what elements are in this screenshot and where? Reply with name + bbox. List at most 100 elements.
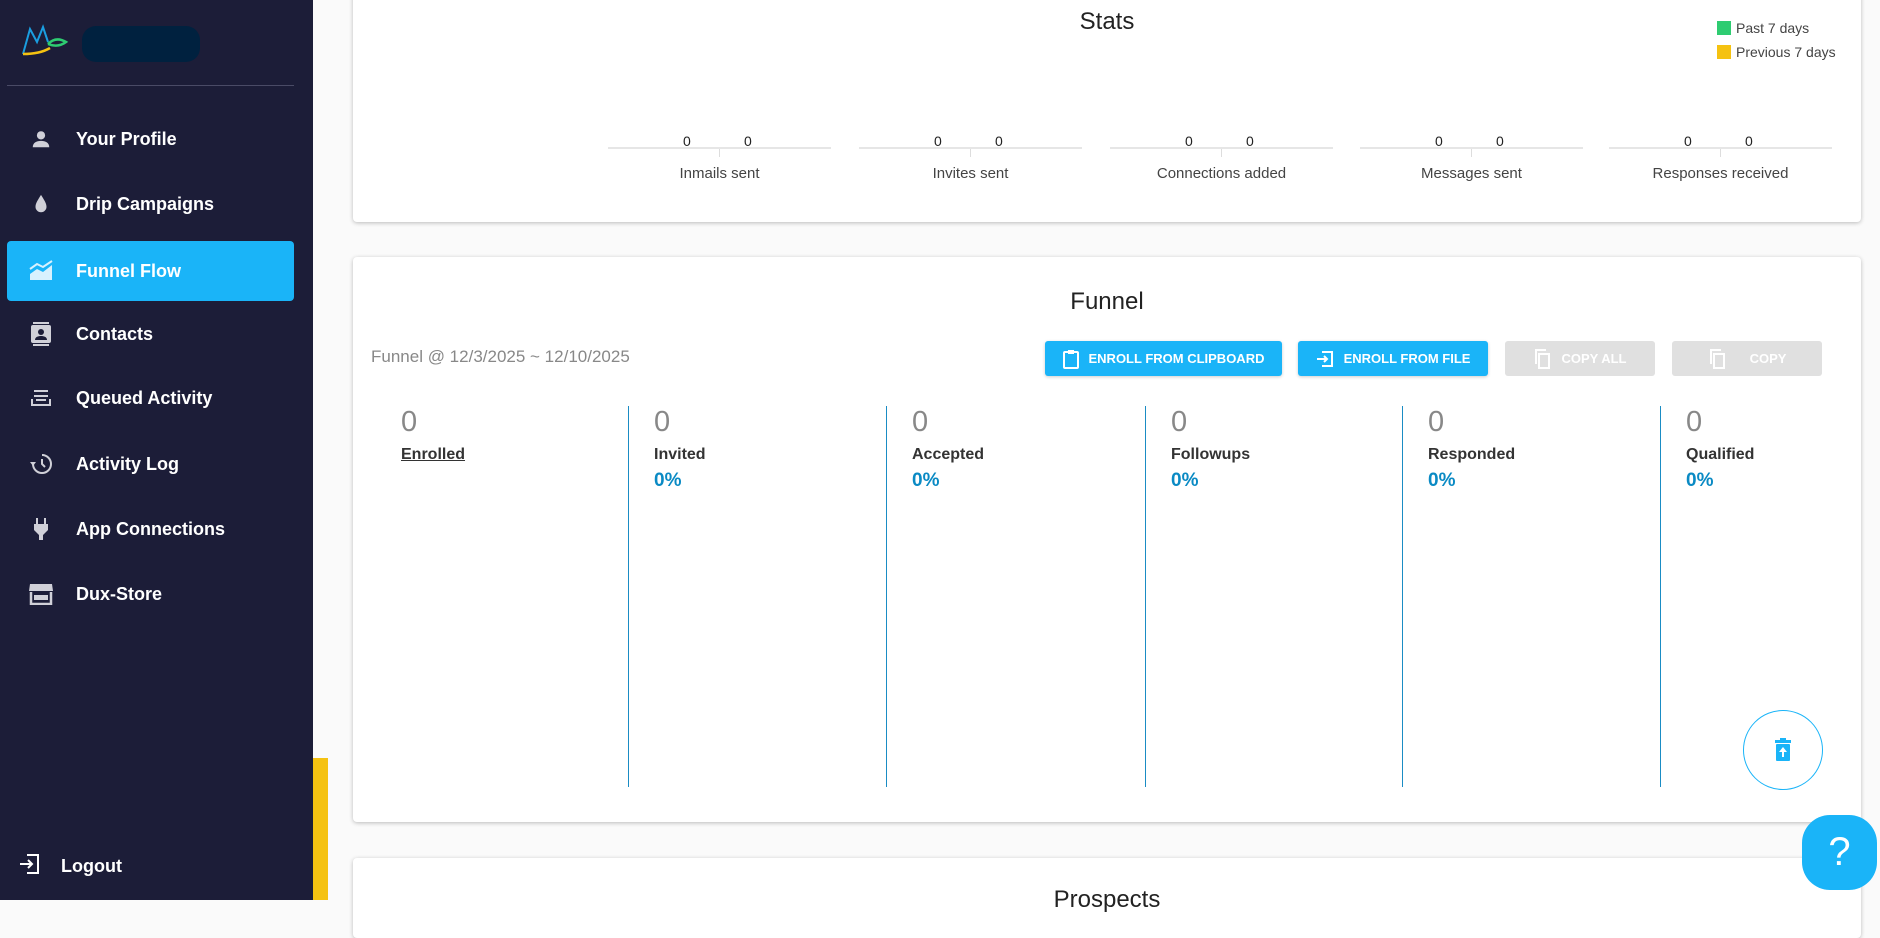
sidebar-item-app-connections[interactable]: App Connections — [7, 499, 294, 559]
drop-icon — [27, 190, 55, 218]
funnel-percent: 0% — [1428, 470, 1456, 491]
funnel-count: 0 — [654, 406, 671, 438]
logout-button[interactable]: Logout — [18, 852, 122, 881]
column-divider — [1402, 406, 1403, 787]
history-icon — [27, 450, 55, 478]
contacts-icon — [27, 320, 55, 348]
file-import-icon — [1316, 350, 1333, 367]
funnel-stage-label: Qualified — [1686, 446, 1755, 463]
column-divider — [628, 406, 629, 787]
queue-icon — [27, 384, 55, 412]
stat-baseline — [1360, 147, 1583, 149]
logo-icon — [22, 24, 69, 56]
stat-tick — [1471, 149, 1472, 157]
stat-value-previous: 0 — [1745, 133, 1753, 149]
funnel-percent: 0% — [1171, 470, 1199, 491]
funnel-stage-label: Accepted — [912, 446, 985, 463]
sidebar-item-dux-store[interactable]: Dux-Store — [7, 564, 294, 624]
person-icon — [27, 125, 55, 153]
stat-value-past: 0 — [1435, 133, 1443, 149]
sidebar-item-activity-log[interactable]: Activity Log — [7, 434, 294, 494]
stat-tick — [719, 149, 720, 157]
funnel-card: Funnel Funnel @ 12/3/2025 ~ 12/10/2025 E… — [353, 257, 1861, 822]
stat-baseline — [608, 147, 831, 149]
stat-value-previous: 0 — [1246, 133, 1254, 149]
legend-swatch — [1717, 45, 1731, 59]
funnel-stage-label: Followups — [1171, 446, 1251, 463]
funnel-count: 0 — [912, 406, 929, 438]
sidebar-item-label: App Connections — [76, 518, 225, 539]
copy-all-button[interactable]: COPY ALL — [1505, 341, 1655, 376]
column-divider — [886, 406, 887, 787]
enroll-from-clipboard-button[interactable]: ENROLL FROM CLIPBOARD — [1045, 341, 1282, 376]
copy-icon — [1535, 348, 1551, 369]
sidebar-item-queued-activity[interactable]: Queued Activity — [7, 368, 294, 428]
clipboard-icon — [1062, 349, 1079, 369]
stats-title: Stats — [1079, 8, 1135, 35]
copy-button[interactable]: COPY — [1672, 341, 1822, 376]
sidebar-item-label: Activity Log — [76, 453, 180, 474]
stat-label: Responses received — [1652, 165, 1789, 182]
stat-baseline — [1609, 147, 1832, 149]
help-button[interactable]: ? — [1802, 815, 1877, 890]
stat-baseline — [859, 147, 1082, 149]
stat-label: Invites sent — [932, 165, 1009, 182]
copy-icon — [1709, 348, 1725, 369]
plug-icon — [27, 515, 55, 543]
sidebar-item-label: Queued Activity — [76, 387, 213, 408]
stat-tick — [970, 149, 971, 157]
sidebar-item-contacts[interactable]: Contacts — [7, 304, 294, 364]
legend-past-7-days: Past 7 days — [1717, 20, 1809, 36]
funnel-stage-label: Responded — [1428, 446, 1516, 463]
logout-label: Logout — [61, 856, 122, 876]
sidebar-item-label: Dux-Store — [76, 583, 163, 604]
legend-previous-7-days: Previous 7 days — [1717, 44, 1836, 60]
stat-value-previous: 0 — [1496, 133, 1504, 149]
sidebar-item-your-profile[interactable]: Your Profile — [7, 109, 294, 169]
funnel-count: 0 — [1428, 406, 1445, 438]
stat-tick — [1221, 149, 1222, 157]
funnel-stage-label: Invited — [654, 446, 706, 463]
funnel-percent: 0% — [912, 470, 940, 491]
help-icon: ? — [1828, 830, 1851, 874]
sidebar-item-drip-campaigns[interactable]: Drip Campaigns — [7, 174, 294, 234]
sidebar-item-label: Funnel Flow — [76, 260, 181, 281]
trash-upload-icon — [1775, 738, 1791, 761]
stat-label: Connections added — [1156, 165, 1287, 182]
stat-label: Inmails sent — [679, 165, 760, 182]
funnel-count: 0 — [401, 406, 418, 438]
delete-upload-button[interactable] — [1743, 710, 1823, 790]
stats-card: Stats Past 7 days Previous 7 days 0 0 In… — [353, 0, 1861, 222]
column-divider — [1145, 406, 1146, 787]
enroll-from-file-button[interactable]: ENROLL FROM FILE — [1298, 341, 1488, 376]
sidebar: Your Profile Drip Campaigns Funnel Flow … — [0, 0, 313, 900]
funnel-count: 0 — [1686, 406, 1703, 438]
stat-baseline — [1110, 147, 1333, 149]
redacted-brand-name — [82, 26, 200, 62]
stat-tick — [1720, 149, 1721, 157]
funnel-stage-label[interactable]: Enrolled — [401, 446, 466, 463]
legend-swatch — [1717, 21, 1731, 35]
sidebar-item-funnel-flow[interactable]: Funnel Flow — [7, 241, 294, 301]
column-divider — [1660, 406, 1661, 787]
sidebar-item-label: Contacts — [76, 323, 154, 344]
prospects-title: Prospects — [1053, 886, 1161, 913]
stat-value-past: 0 — [1684, 133, 1692, 149]
funnel-title: Funnel — [1070, 288, 1144, 315]
logout-icon — [18, 852, 42, 881]
stat-value-past: 0 — [1185, 133, 1193, 149]
stat-value-past: 0 — [683, 133, 691, 149]
funnel-date-range: Funnel @ 12/3/2025 ~ 12/10/2025 — [371, 347, 630, 366]
stat-value-past: 0 — [934, 133, 942, 149]
sidebar-divider — [7, 85, 294, 86]
funnel-percent: 0% — [1686, 470, 1714, 491]
funnel-count: 0 — [1171, 406, 1188, 438]
store-icon — [27, 580, 55, 608]
stat-value-previous: 0 — [744, 133, 752, 149]
prospects-card: Prospects — [353, 858, 1861, 938]
sidebar-accent-strip — [313, 758, 328, 900]
stat-label: Messages sent — [1421, 165, 1522, 182]
stat-value-previous: 0 — [995, 133, 1003, 149]
sidebar-item-label: Your Profile — [76, 128, 177, 149]
funnel-percent: 0% — [654, 470, 682, 491]
